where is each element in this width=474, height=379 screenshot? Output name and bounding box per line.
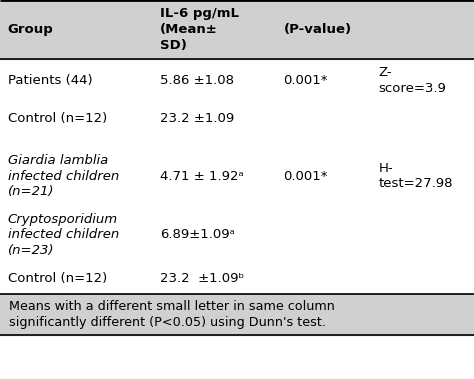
Text: Control (n=12): Control (n=12) — [8, 112, 107, 125]
Polygon shape — [0, 0, 474, 59]
Text: 5.86 ±1.08: 5.86 ±1.08 — [160, 74, 234, 87]
Text: H-
test=27.98: H- test=27.98 — [378, 162, 453, 191]
Text: (P-value): (P-value) — [283, 23, 352, 36]
Text: 0.001*: 0.001* — [283, 170, 328, 183]
Text: IL-6 pg/mL
(Mean±
SD): IL-6 pg/mL (Mean± SD) — [160, 7, 239, 52]
Text: 23.2 ±1.09: 23.2 ±1.09 — [160, 112, 235, 125]
Text: 0.001*: 0.001* — [283, 74, 328, 87]
Text: Cryptosporidium
infected children
(n=23): Cryptosporidium infected children (n=23) — [8, 213, 119, 257]
Text: 23.2  ±1.09ᵇ: 23.2 ±1.09ᵇ — [160, 272, 245, 285]
Text: Giardia lamblia
infected children
(n=21): Giardia lamblia infected children (n=21) — [8, 154, 119, 198]
Text: 4.71 ± 1.92ᵃ: 4.71 ± 1.92ᵃ — [160, 170, 244, 183]
Text: Group: Group — [8, 23, 54, 36]
Text: Means with a different small letter in same column
significantly different (P<0.: Means with a different small letter in s… — [9, 300, 336, 329]
Text: Patients (44): Patients (44) — [8, 74, 92, 87]
Text: Control (n=12): Control (n=12) — [8, 272, 107, 285]
Text: 6.89±1.09ᵃ: 6.89±1.09ᵃ — [160, 228, 235, 241]
Polygon shape — [0, 294, 474, 335]
Text: Z-
score=3.9: Z- score=3.9 — [378, 66, 446, 95]
